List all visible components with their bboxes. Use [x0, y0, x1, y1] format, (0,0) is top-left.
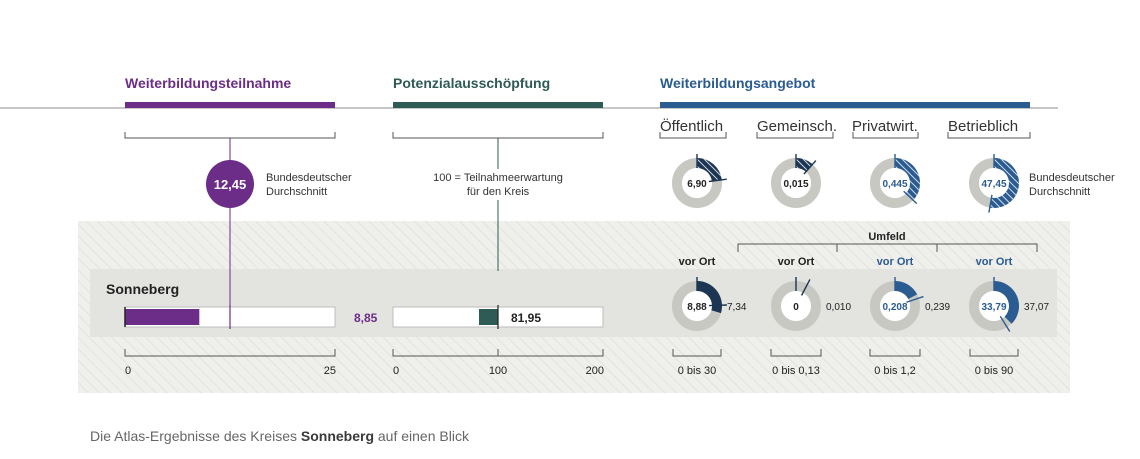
- potential-tick-max: 200: [586, 365, 604, 377]
- offer-range-label-3: 0 bis 90: [975, 365, 1014, 377]
- local-donut-arc-3: [994, 281, 1020, 324]
- local-donut-hole-0: [682, 291, 712, 321]
- participation-tick-min: 0: [125, 365, 131, 377]
- national-donut-value-1: 0,015: [783, 179, 808, 190]
- potential-scale: [392, 349, 604, 357]
- local-donut-value-2: 0,208: [882, 302, 907, 313]
- offer-scale-4: [969, 349, 1019, 357]
- national-marker-3: [988, 194, 993, 213]
- vor-ort-label-4: vor Ort: [976, 256, 1013, 268]
- participation-scale: [124, 349, 336, 357]
- national-donut-value-3: 47,45: [981, 179, 1006, 190]
- offer-scale-3: [869, 349, 921, 357]
- national-marker-0: [708, 178, 727, 183]
- vor-ort-label-3: vor Ort: [877, 256, 914, 268]
- surroundings-marker-0: [708, 304, 728, 307]
- national-donut-arc-0: [697, 158, 722, 182]
- local-donut-value-0: 8,88: [687, 302, 707, 313]
- national-donut-hole-1: [781, 168, 811, 198]
- national-average-label-right-2: Durchschnitt: [1029, 186, 1090, 198]
- offer-header-bar: [660, 102, 1030, 108]
- national-donut-value-0: 6,90: [687, 179, 707, 190]
- offer-top-bracket-1: [659, 132, 727, 139]
- national-donut-arc-3: [989, 158, 1019, 208]
- potential-header-bar: [393, 102, 603, 108]
- expectation-note-line-2: für den Kreis: [467, 186, 530, 198]
- participation-title: Weiterbildungsteilnahme: [125, 75, 291, 91]
- vor-ort-label-1: vor Ort: [679, 256, 716, 268]
- offer-top-bracket-4: [947, 132, 1031, 139]
- surroundings-marker-1: [800, 279, 811, 296]
- national-marker-2: [903, 190, 918, 205]
- national-average-label-line-1: Bundesdeutscher: [266, 172, 352, 184]
- participation-reference-value: 12,45: [214, 177, 247, 192]
- participation-reference-dot: [206, 160, 254, 208]
- potential-top-bracket: [392, 132, 604, 139]
- national-marker-1: [803, 160, 817, 175]
- surroundings-marker-2: [906, 295, 924, 303]
- surroundings-value-3: 37,07: [1024, 302, 1049, 313]
- local-donut-value-3: 33,79: [981, 302, 1006, 313]
- potential-tick-mid: 100: [489, 365, 507, 377]
- national-donut-hole-2: [880, 168, 910, 198]
- umfeld-label: Umfeld: [868, 231, 905, 243]
- national-donut-arc-2: [895, 158, 920, 201]
- vor-ort-label-2: vor Ort: [778, 256, 815, 268]
- caption-prefix: Die Atlas-Ergebnisse des Kreises: [90, 428, 301, 444]
- potential-bar: [479, 309, 498, 325]
- offer-scale-2: [770, 349, 822, 357]
- offer-column-gemeinsch: Gemeinsch.: [757, 118, 837, 135]
- offer-title: Weiterbildungsangebot: [660, 75, 816, 91]
- local-donut-value-1: 0: [793, 302, 799, 313]
- participation-bar: [125, 309, 200, 325]
- offer-range-label-0: 0 bis 30: [678, 365, 717, 377]
- offer-column-privatwirt: Privatwirt.: [852, 118, 918, 135]
- participation-header-bar: [125, 102, 335, 108]
- local-donut-hole-1: [781, 291, 811, 321]
- potential-tick-min: 0: [393, 365, 399, 377]
- participation-tick-max: 25: [324, 365, 336, 377]
- surroundings-value-2: 0,239: [925, 302, 950, 313]
- offer-top-bracket-2: [756, 132, 834, 139]
- local-donut-hole-2: [880, 291, 910, 321]
- expectation-note-line-1: 100 = Teilnahmeerwartung: [433, 172, 563, 184]
- potential-title: Potenzialausschöpfung: [393, 75, 550, 91]
- figure-caption: Die Atlas-Ergebnisse des Kreises Sonnebe…: [90, 428, 469, 444]
- offer-range-label-1: 0 bis 0,13: [772, 365, 820, 377]
- national-donut-value-2: 0,445: [882, 179, 907, 190]
- offer-column-betrieblich: Betrieblich: [948, 118, 1018, 135]
- offer-range-label-2: 0 bis 1,2: [874, 365, 916, 377]
- surroundings-value-1: 0,010: [826, 302, 851, 313]
- national-donut-hole-3: [979, 168, 1009, 198]
- potential-value: 81,95: [511, 311, 541, 325]
- district-name: Sonneberg: [106, 281, 179, 297]
- surroundings-value-0: 7,34: [727, 302, 747, 313]
- offer-column-oeffentlich: Öffentlich: [660, 117, 723, 135]
- national-average-label-right-1: Bundesdeutscher: [1029, 172, 1115, 184]
- umfeld-bracket: [737, 243, 1038, 252]
- participation-top-bracket: [124, 132, 336, 139]
- surroundings-marker-3: [999, 315, 1011, 332]
- national-average-label-line-2: Durchschnitt: [266, 186, 327, 198]
- caption-suffix: auf einen Blick: [374, 428, 469, 444]
- offer-top-bracket-3: [852, 132, 919, 139]
- national-donut-hole-0: [682, 168, 712, 198]
- offer-scale-1: [672, 349, 722, 357]
- local-donut-arc-2: [895, 281, 918, 300]
- caption-district: Sonneberg: [300, 428, 374, 444]
- local-donut-hole-3: [979, 291, 1009, 321]
- participation-value: 8,85: [354, 311, 378, 325]
